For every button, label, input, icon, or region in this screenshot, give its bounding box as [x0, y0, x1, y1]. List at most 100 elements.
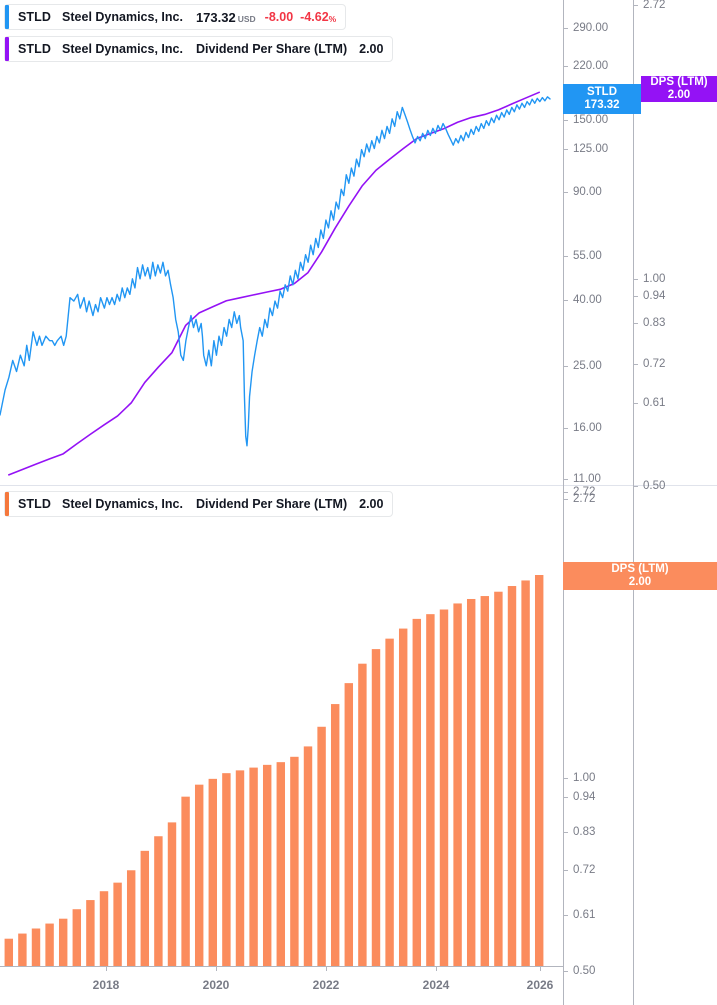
dividend-bar[interactable] [276, 762, 286, 966]
legend-dividend-bars[interactable]: STLD Steel Dynamics, Inc. Dividend Per S… [4, 491, 394, 517]
tick-dash-icon [563, 27, 568, 29]
time-axis-tick: 2024 [406, 966, 466, 992]
tick-label: 0.72 [573, 864, 596, 876]
price-chart-pane[interactable] [0, 0, 563, 486]
tick-dash-icon [633, 278, 638, 280]
dividend-bar[interactable] [249, 767, 258, 966]
legend-price-company: Steel Dynamics, Inc. [62, 10, 183, 24]
tick-dash-icon [563, 914, 568, 916]
dividend-bar[interactable] [99, 891, 109, 966]
pane-divider[interactable] [0, 485, 717, 486]
dividend-bar[interactable] [317, 726, 326, 966]
price-scale-tick: 40.00 [563, 293, 602, 307]
dividend-bar[interactable] [31, 928, 41, 966]
tick-label: 2.72 [573, 493, 596, 505]
tick-dash-icon [563, 869, 568, 871]
dividend-bar-canvas[interactable] [0, 487, 563, 1005]
tick-dash-icon [563, 427, 568, 429]
tick-label: 40.00 [573, 294, 602, 306]
legend-price-swatch [5, 5, 9, 29]
dividend-bar[interactable] [58, 918, 68, 966]
dividend-bar[interactable] [385, 638, 394, 966]
percent-sign: % [328, 14, 337, 24]
dividend-bar[interactable] [72, 909, 82, 966]
dividend-bar[interactable] [358, 663, 367, 966]
tick-dash-icon [633, 485, 638, 487]
legend-dividend-overlay[interactable]: STLD Steel Dynamics, Inc. Dividend Per S… [4, 36, 394, 62]
dividend-bar[interactable] [113, 882, 122, 966]
tick-label: 55.00 [573, 250, 602, 262]
dividend-bar[interactable] [181, 796, 190, 966]
dividend-bar[interactable] [154, 836, 163, 966]
dividend-bar[interactable] [330, 704, 340, 966]
dividend-value-badge-top-value: 2.00 [667, 89, 691, 101]
tick-dash-icon [563, 491, 568, 493]
dividend-bar[interactable] [303, 746, 313, 966]
dividend-bar[interactable] [371, 649, 381, 966]
dividend-bar[interactable] [45, 923, 54, 966]
tick-label: 0.61 [643, 397, 666, 409]
dividend-bar[interactable] [439, 609, 449, 966]
dividend-bar[interactable] [262, 764, 272, 966]
legend-price-value: 173.32 [195, 9, 236, 25]
tick-label: 25.00 [573, 360, 602, 372]
dividend-bar[interactable] [208, 778, 218, 966]
legend-dividend-overlay-ticker: STLD [18, 42, 52, 56]
price-scale-tick: 220.00 [563, 59, 608, 73]
dividend-bar[interactable] [344, 683, 354, 966]
time-axis-tick-label: 2024 [422, 978, 450, 992]
tick-dash-icon [563, 970, 568, 972]
dividend-bar[interactable] [222, 773, 231, 966]
dividend-bar[interactable] [290, 756, 299, 966]
price-scale-tick: 90.00 [563, 185, 602, 199]
dividend-bar[interactable] [534, 575, 544, 966]
time-axis-tick: 2026 [510, 966, 570, 992]
price-value-badge[interactable]: STLD 173.32 [563, 84, 641, 114]
tick-label: 0.50 [573, 965, 596, 977]
dividend-bar[interactable] [126, 870, 136, 966]
time-axis-tick-label: 2020 [202, 978, 230, 992]
time-axis-tick-stem [105, 966, 107, 971]
dividend-bar[interactable] [453, 603, 462, 966]
dividend-bar[interactable] [507, 586, 517, 966]
dividend-bar[interactable] [194, 784, 204, 966]
legend-dividend-bars-company: Steel Dynamics, Inc. [62, 497, 183, 511]
dividend-bar[interactable] [140, 850, 150, 966]
dividend-bar[interactable] [86, 900, 95, 966]
dividend-bar[interactable] [18, 933, 27, 966]
dividend-value-badge-top[interactable]: DPS (LTM) 2.00 [641, 76, 717, 102]
price-chart-canvas[interactable] [0, 0, 563, 486]
price-scale-tick: 2.72 [563, 485, 595, 499]
dividend-bar[interactable] [480, 596, 490, 966]
tick-dash-icon [633, 4, 638, 6]
time-axis-tick-stem [325, 966, 327, 971]
time-axis-tick-stem [539, 966, 541, 971]
dividend-bar[interactable] [412, 618, 422, 966]
dividend-value-badge-bottom[interactable]: DPS (LTM) 2.00 [563, 562, 717, 590]
price-scale-tick: 125.00 [563, 142, 608, 156]
legend-price[interactable]: STLD Steel Dynamics, Inc. 173.32 USD -8.… [4, 4, 347, 30]
dividend-bar[interactable] [398, 628, 408, 966]
price-scale-axis-line [563, 0, 564, 1005]
legend-dividend-bars-swatch [5, 492, 9, 516]
dividend-bar[interactable] [426, 614, 435, 966]
dividend-bar[interactable] [494, 591, 503, 966]
tick-label: 11.00 [573, 473, 601, 485]
tick-dash-icon [563, 831, 568, 833]
dividend-bar[interactable] [466, 598, 476, 966]
legend-price-change-percent: -4.62% [300, 10, 336, 24]
dividend-bar[interactable] [521, 580, 530, 966]
dividend-scale-tick-bottom: 0.50 [563, 964, 595, 978]
dividend-bar-chart-pane[interactable] [0, 487, 563, 1005]
tick-label: 0.50 [643, 480, 666, 492]
time-axis[interactable]: 2018 2020 2022 2024 2026 [0, 966, 563, 1005]
dividend-bar[interactable] [235, 770, 245, 966]
dividend-scale-tick-top: 2.72 [633, 0, 665, 12]
dividend-bar[interactable] [167, 822, 177, 966]
dividend-scale-tick-bottom: 0.83 [563, 825, 595, 839]
time-axis-tick: 2022 [296, 966, 356, 992]
time-axis-tick-label: 2026 [526, 978, 554, 992]
time-axis-tick-label: 2018 [92, 978, 120, 992]
dividend-bar[interactable] [4, 938, 14, 966]
time-axis-line [0, 966, 563, 967]
